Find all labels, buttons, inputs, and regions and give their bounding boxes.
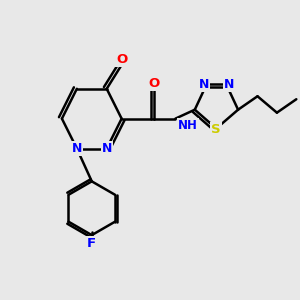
Text: O: O	[149, 77, 160, 90]
Text: N: N	[224, 78, 234, 91]
Text: N: N	[101, 142, 112, 155]
Text: S: S	[212, 124, 221, 136]
Text: NH: NH	[178, 119, 198, 132]
Text: N: N	[199, 78, 209, 91]
Text: F: F	[87, 237, 96, 250]
Text: N: N	[72, 142, 82, 155]
Text: O: O	[116, 53, 127, 66]
